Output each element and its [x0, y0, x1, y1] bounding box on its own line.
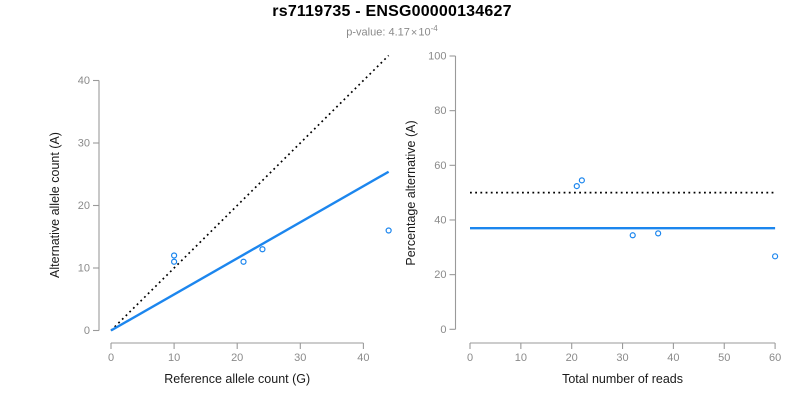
y-tick-label: 0: [440, 324, 446, 336]
p-value-exponent: -4: [430, 24, 438, 33]
p-value-mantissa: 4.17: [388, 26, 410, 39]
data-point: [655, 230, 662, 237]
x-tick-label: 10: [515, 352, 527, 364]
identity-line: [110, 54, 390, 332]
x-tick-label: 40: [357, 352, 369, 364]
data-point: [573, 182, 580, 190]
p-value-base: 10: [418, 26, 431, 39]
y-tick-label: 0: [84, 325, 90, 337]
percentage-alternative-scatter: 0 20 40 60 80 100 0 10 20 30 40 50 60 Total number of…: [404, 51, 781, 387]
y-tick-label: 40: [78, 75, 90, 87]
y-tick-label: 10: [78, 263, 90, 275]
x-tick-label: 0: [108, 352, 114, 364]
x-tick-label: 30: [616, 352, 628, 364]
y-tick-label: 60: [434, 160, 446, 172]
y-tick-label: 80: [434, 105, 446, 117]
x-axis-title: Total number of reads: [562, 372, 683, 386]
y-tick-label: 100: [428, 51, 446, 63]
y-tick-label: 30: [78, 138, 90, 150]
x-tick-label: 10: [168, 352, 180, 364]
x-tick-label: 20: [566, 352, 578, 364]
y-tick-label: 20: [434, 269, 446, 281]
x-tick-label: 30: [294, 352, 306, 364]
x-tick-label: 50: [718, 352, 730, 364]
data-point: [578, 177, 585, 184]
x-axis-title: Reference allele count (G): [164, 372, 310, 386]
allele-counts-scatter: 0 10 20 30 40 0 10 20 30 40 Reference allele count…: [48, 54, 392, 386]
p-value-label: p-value:: [346, 26, 386, 39]
regression-line: [110, 170, 390, 332]
data-point: [171, 258, 178, 265]
x-tick-label: 40: [667, 352, 679, 364]
data-point: [385, 227, 392, 234]
data-point: [259, 246, 266, 253]
x-tick-label: 20: [231, 352, 243, 364]
y-tick-label: 40: [434, 214, 446, 226]
y-axis-title: Percentage alternative (A): [404, 120, 418, 265]
data-point: [771, 253, 779, 260]
y-axis-title: Alternative allele count (A): [48, 132, 62, 278]
data-point: [240, 258, 247, 265]
y-tick-label: 20: [78, 200, 90, 212]
multiplication-sign: ×: [410, 26, 418, 39]
x-tick-label: 0: [467, 352, 473, 364]
data-point: [171, 252, 178, 259]
p-value-subtitle: p-value: 4.17×10-4: [0, 24, 784, 39]
page-title: rs7119735 - ENSG00000134627: [272, 3, 512, 20]
chart-header: rs7119735 - ENSG00000134627 p-value: 4.1…: [0, 0, 784, 39]
data-point: [629, 232, 636, 239]
x-tick-label: 60: [769, 352, 781, 364]
